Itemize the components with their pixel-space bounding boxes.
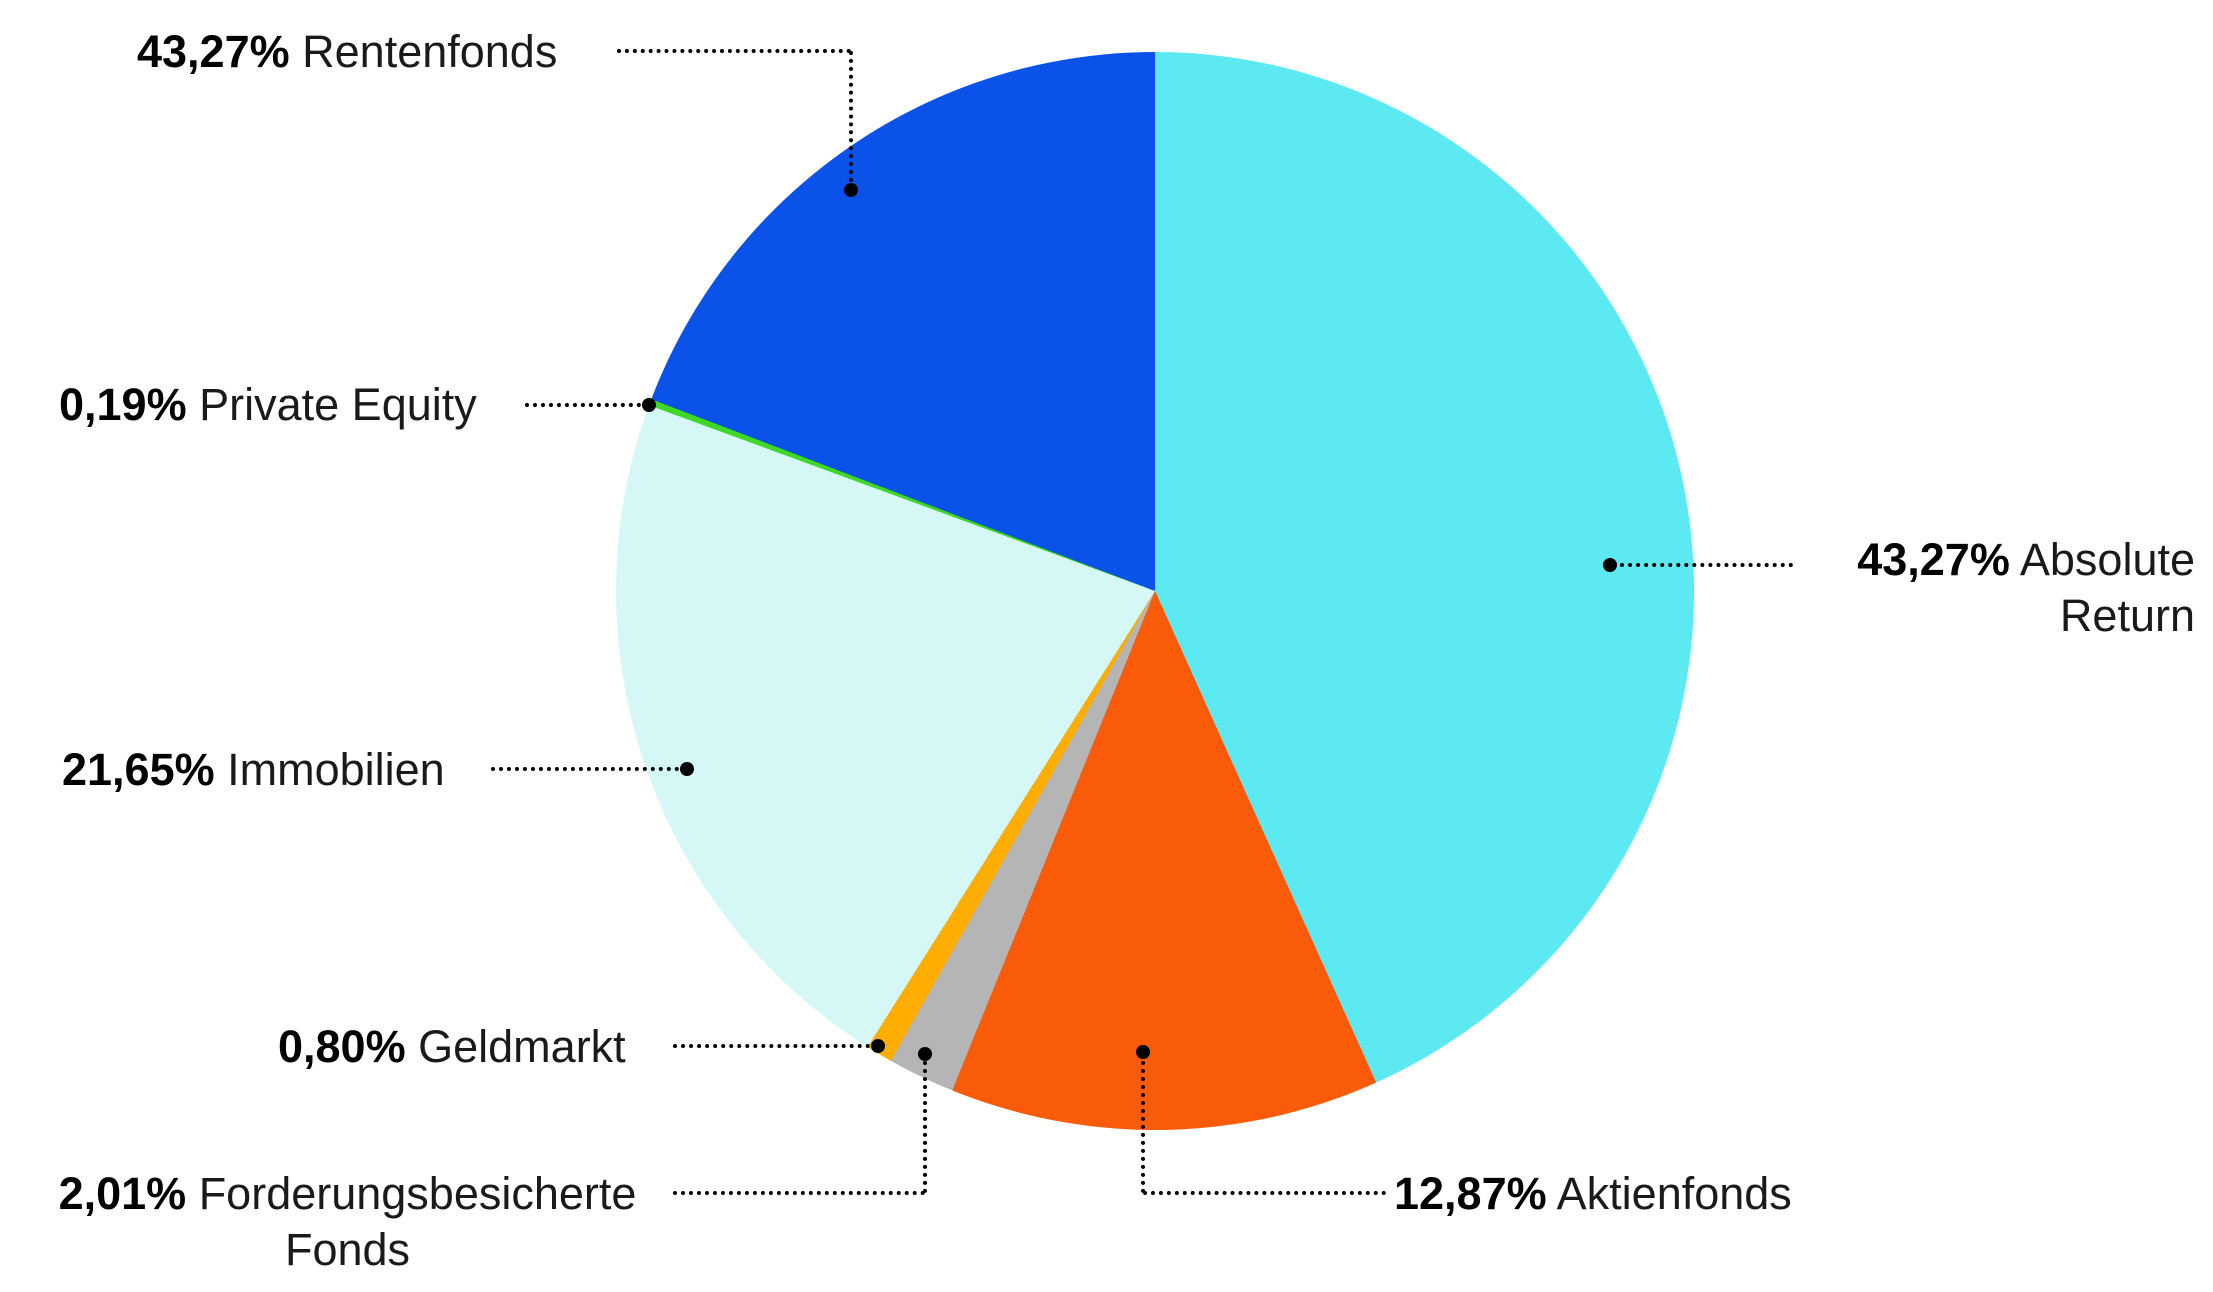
callout-geldmarkt: 0,80% Geldmarkt [278, 1019, 626, 1075]
leader-immobilien-horizontal [491, 767, 687, 771]
callout-private-equity-name: Private Equity [199, 379, 477, 430]
leader-aktienfonds-horizontal [1143, 1191, 1386, 1195]
marker-private-equity [642, 398, 656, 412]
callout-immobilien-pct: 21,65% [62, 744, 215, 795]
marker-absolute-return [1603, 558, 1617, 572]
marker-rentenfonds [844, 183, 858, 197]
callout-forderungsbesicherte-fonds-pct: 2,01% [58, 1168, 187, 1219]
callout-aktienfonds-pct: 12,87% [1394, 1168, 1547, 1219]
callout-absolute-return-name: Absolute Return [2019, 534, 2195, 641]
leader-private-equity-horizontal [525, 403, 649, 407]
marker-geldmarkt [871, 1039, 885, 1053]
callout-rentenfonds: 43,27% Rentenfonds [137, 24, 557, 80]
leader-rentenfonds-horizontal [617, 49, 851, 53]
callout-geldmarkt-pct: 0,80% [278, 1021, 406, 1072]
callout-forderungsbesicherte-fonds: 2,01% Forderungsbesicherte Fonds [35, 1166, 660, 1278]
callout-private-equity-pct: 0,19% [59, 379, 187, 430]
callout-private-equity: 0,19% Private Equity [59, 377, 477, 433]
callout-geldmarkt-name: Geldmarkt [418, 1021, 626, 1072]
callout-aktienfonds-name: Aktienfonds [1556, 1168, 1792, 1219]
marker-aktienfonds [1136, 1045, 1150, 1059]
leader-geldmarkt-horizontal [673, 1044, 878, 1048]
callout-rentenfonds-pct: 43,27% [137, 26, 290, 77]
leader-forderungsbesicherte-vertical [923, 1061, 927, 1193]
leader-aktienfonds-vertical [1141, 1061, 1145, 1193]
callout-forderungsbesicherte-fonds-name: Forderungsbesicherte Fonds [198, 1168, 637, 1275]
pie [616, 52, 1694, 1130]
callout-immobilien: 21,65% Immobilien [62, 742, 445, 798]
marker-forderungsbesicherte [918, 1047, 932, 1061]
callout-rentenfonds-name: Rentenfonds [302, 26, 558, 77]
leader-forderungsbesicherte-horizontal [673, 1191, 925, 1195]
marker-immobilien [680, 762, 694, 776]
leader-absolute-return-horizontal [1620, 563, 1793, 567]
callout-absolute-return-pct: 43,27% [1857, 534, 2010, 585]
callout-aktienfonds: 12,87% Aktienfonds [1394, 1166, 1792, 1222]
callout-absolute-return: 43,27% Absolute Return [1800, 532, 2195, 644]
callout-immobilien-name: Immobilien [227, 744, 445, 795]
leader-rentenfonds-vertical [849, 51, 853, 190]
